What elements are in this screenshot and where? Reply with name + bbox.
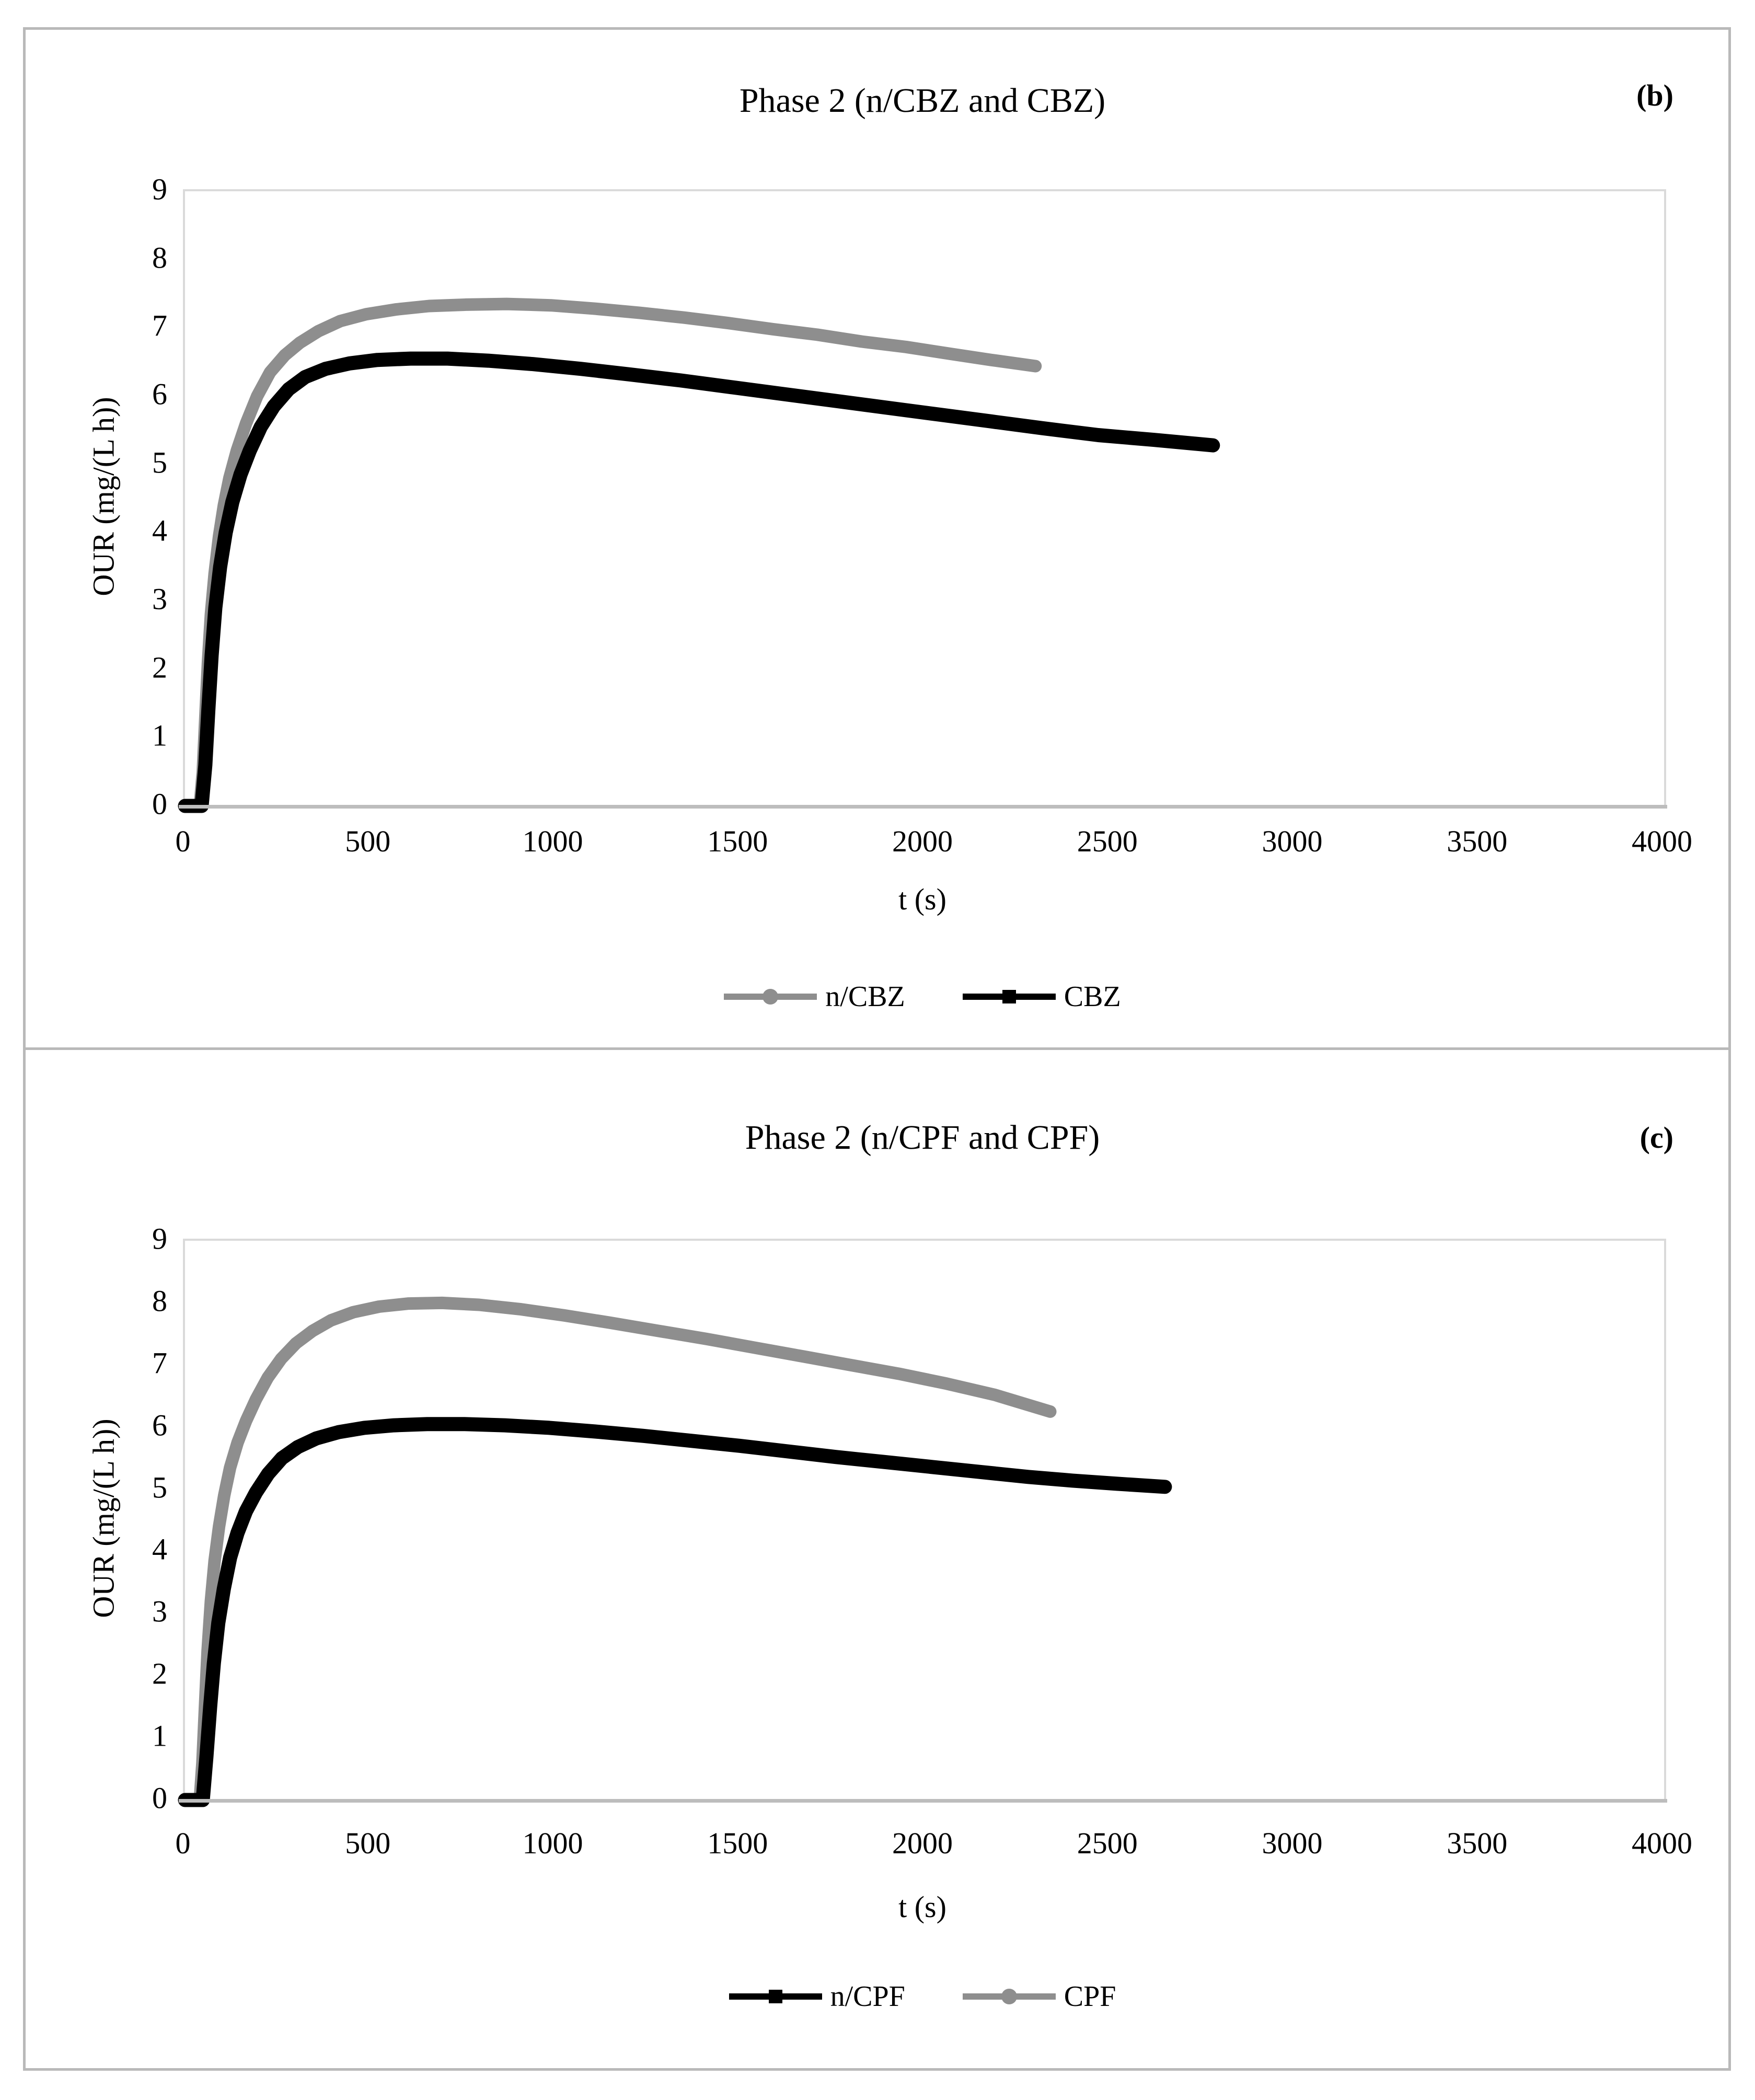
y-tick-label: 3: [152, 1594, 167, 1629]
series-line-CBZ: [178, 351, 1220, 813]
x-axis-ticks: 0 500 1000 1500 2000 2500 3000 3500 4000: [176, 1826, 1693, 1862]
series-line-n/CPF: [178, 1417, 1172, 1807]
legend: n/CPF CPF: [183, 1980, 1662, 2013]
x-tick-label: 4000: [1632, 824, 1692, 858]
x-tick-label: 3500: [1447, 824, 1508, 858]
chart-panel-c: Phase 2 (n/CPF and CPF) (c) OUR (mg/(L h…: [25, 1051, 1730, 2069]
y-tick-label: 4: [152, 1532, 167, 1566]
legend-marker-square: [1002, 990, 1016, 1003]
plot-area: [178, 189, 1667, 813]
legend-marker-circle: [1001, 1989, 1017, 2004]
y-tick-label: 0: [152, 1781, 167, 1815]
chart-title: Phase 2 (n/CPF and CPF): [745, 1118, 1100, 1157]
legend-marker-square: [768, 1990, 782, 2003]
y-tick-label: 9: [152, 172, 167, 206]
y-tick-label: 9: [152, 1221, 167, 1256]
x-axis-line: [179, 1799, 1667, 1803]
x-tick-label: 1000: [522, 1826, 583, 1860]
x-tick-label: 2000: [892, 824, 953, 858]
x-tick-label: 3000: [1262, 1826, 1323, 1860]
x-tick-label: 1000: [522, 824, 583, 858]
y-tick-label: 1: [152, 718, 167, 753]
chart-panel-b: Phase 2 (n/CBZ and CBZ) (b) OUR (mg/(L h…: [25, 30, 1730, 1048]
y-tick-label: 0: [152, 787, 167, 821]
x-tick-label: 4000: [1632, 1826, 1692, 1860]
x-tick-label: 500: [345, 824, 391, 858]
legend-line: [729, 1990, 822, 2003]
y-tick-label: 2: [152, 1656, 167, 1691]
legend-label: n/CPF: [830, 1980, 905, 2013]
x-tick-label: 1500: [707, 824, 768, 858]
x-tick-label: 3500: [1447, 1826, 1508, 1860]
x-tick-label: 0: [175, 824, 191, 858]
y-tick-label: 6: [152, 1408, 167, 1443]
legend-label: CBZ: [1064, 980, 1121, 1013]
legend-item: CPF: [962, 1980, 1116, 2013]
plot-area: [178, 1239, 1667, 1807]
x-tick-label: 1500: [707, 1826, 768, 1860]
y-tick-label: 3: [152, 582, 167, 616]
legend: n/CBZ CBZ: [183, 980, 1662, 1013]
x-tick-label: 2500: [1077, 824, 1138, 858]
x-axis-label: t (s): [898, 882, 946, 916]
series-line-CPF: [179, 1296, 1057, 1806]
y-tick-label: 5: [152, 1470, 167, 1505]
x-tick-label: 2500: [1077, 1826, 1138, 1860]
legend-label: n/CBZ: [825, 980, 905, 1013]
legend-item: CBZ: [962, 980, 1121, 1013]
x-tick-label: 2000: [892, 1826, 953, 1860]
legend-marker-circle: [763, 989, 779, 1005]
y-tick-label: 8: [152, 1284, 167, 1318]
y-tick-label: 7: [152, 308, 167, 343]
x-tick-label: 0: [175, 1826, 191, 1860]
y-axis-ticks: 0 1 2 3 4 5 6 7 8 9: [25, 1222, 167, 1815]
plot-canvas: [178, 297, 1220, 813]
y-axis-ticks: 0 1 2 3 4 5 6 7 8 9: [25, 172, 167, 821]
legend-line: [724, 989, 817, 1005]
y-tick-label: 7: [152, 1346, 167, 1380]
chart-title: Phase 2 (n/CBZ and CBZ): [739, 82, 1106, 120]
legend-label: CPF: [1064, 1980, 1116, 2013]
x-tick-label: 500: [345, 1826, 391, 1860]
y-tick-label: 1: [152, 1718, 167, 1753]
plot-canvas: [178, 1296, 1172, 1807]
y-tick-label: 4: [152, 513, 167, 548]
legend-item: n/CPF: [729, 1980, 905, 2013]
y-tick-label: 8: [152, 240, 167, 275]
legend-line: [962, 1989, 1056, 2004]
legend-item: n/CBZ: [724, 980, 905, 1013]
x-axis-label: t (s): [898, 1890, 946, 1924]
panel-label-b: (b): [1636, 78, 1673, 112]
x-axis-line: [179, 805, 1667, 809]
legend-line: [962, 990, 1056, 1003]
x-tick-label: 3000: [1262, 824, 1323, 858]
y-tick-label: 6: [152, 377, 167, 411]
x-axis-ticks: 0 500 1000 1500 2000 2500 3000 3500 4000: [176, 824, 1693, 860]
y-tick-label: 2: [152, 650, 167, 685]
panel-label-c: (c): [1639, 1121, 1673, 1155]
y-tick-label: 5: [152, 445, 167, 480]
panel-divider: [23, 1047, 1731, 1050]
